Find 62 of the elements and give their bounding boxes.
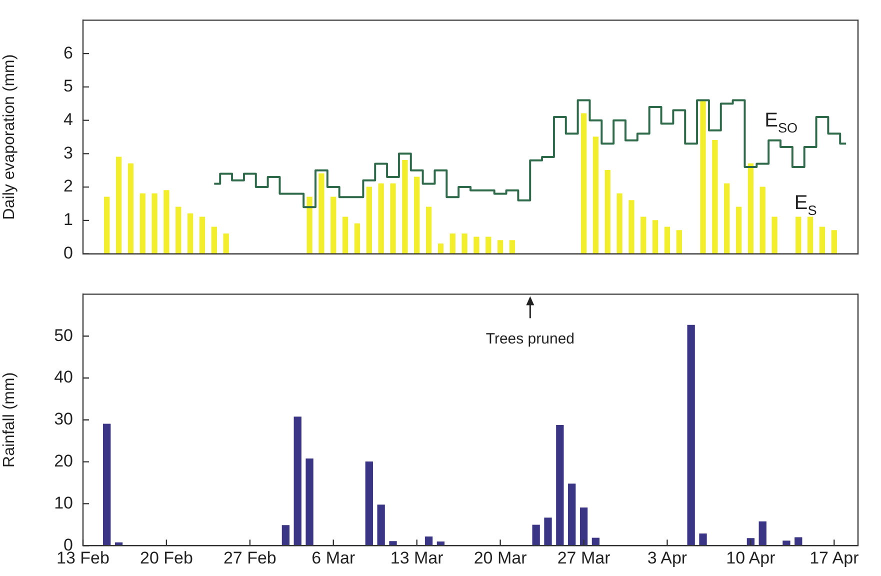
bar	[616, 193, 622, 254]
bar	[819, 226, 826, 254]
bar	[736, 206, 742, 254]
bar	[807, 216, 814, 254]
bar	[438, 243, 444, 254]
y-tick-label: 0	[64, 243, 73, 262]
bar	[604, 170, 610, 254]
y-tick-label: 6	[64, 43, 73, 62]
y-tick-label: 1	[64, 210, 73, 230]
bar	[474, 236, 480, 254]
bar	[462, 233, 468, 254]
bar	[486, 236, 492, 254]
bar	[342, 216, 348, 254]
bar	[712, 140, 718, 254]
y-tick-label: 30	[54, 410, 73, 429]
x-tick-label: 3 Apr	[647, 548, 688, 568]
bar	[306, 196, 312, 254]
bar	[831, 230, 837, 254]
bar	[509, 240, 516, 254]
bar	[450, 233, 456, 254]
x-tick-label: 20 Mar	[474, 548, 528, 568]
bar	[354, 223, 360, 254]
x-tick-label: 17 Apr	[810, 548, 860, 568]
y-tick-label: 40	[54, 368, 73, 387]
bar	[676, 230, 682, 254]
x-tick-label: 13 Mar	[390, 548, 444, 568]
x-tick-label: 10 Apr	[726, 548, 776, 568]
bar	[414, 176, 420, 254]
y-tick-label: 5	[64, 76, 73, 96]
x-tick-label: 20 Feb	[140, 548, 193, 568]
bar	[760, 186, 766, 254]
bar	[497, 240, 504, 254]
bar	[652, 220, 658, 254]
x-tick-label: 27 Mar	[557, 548, 611, 568]
x-tick-label: 6 Mar	[312, 548, 356, 568]
y-axis-title: Daily evaporation (mm)	[1, 54, 18, 220]
bar	[628, 200, 634, 254]
bar	[664, 226, 670, 254]
bar	[426, 206, 432, 254]
y-tick-label: 4	[64, 110, 73, 129]
y-tick-label: 20	[54, 451, 73, 470]
bar	[580, 113, 587, 254]
y-tick-label: 50	[54, 326, 73, 345]
bar	[390, 183, 396, 254]
y-axis-title: Rainfall (mm)	[1, 372, 18, 468]
bar	[748, 163, 754, 254]
bar	[592, 136, 599, 254]
bar	[796, 216, 802, 254]
bar	[724, 183, 730, 254]
bar	[378, 183, 384, 254]
annotation: Trees pruned	[486, 330, 575, 348]
bar	[318, 173, 324, 254]
bar	[402, 160, 408, 254]
bar	[366, 186, 372, 254]
y-tick-label: 3	[64, 143, 73, 162]
bar	[330, 196, 336, 254]
x-tick-label: 27 Feb	[223, 548, 276, 568]
bar	[772, 216, 778, 254]
bar	[700, 100, 706, 254]
y-tick-label: 2	[64, 176, 73, 196]
y-tick-label: 10	[54, 493, 73, 512]
bar	[640, 216, 646, 254]
